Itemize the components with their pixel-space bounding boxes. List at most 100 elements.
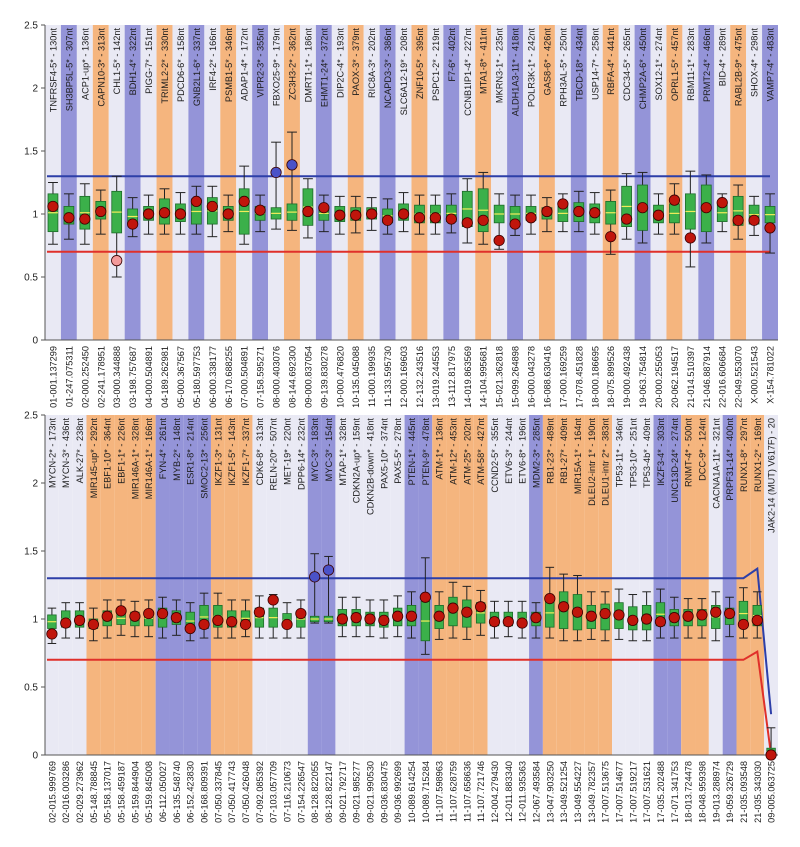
probe-band: [156, 25, 173, 340]
y-tick-label: 1.5: [24, 147, 38, 158]
probe-label: CCNB1IP1-4* - 227nt: [463, 28, 473, 116]
probe-label: RELN-20* - 507nt: [269, 418, 279, 491]
probe-label: PSMB1-5* - 346nt: [224, 28, 234, 102]
y-tick-label: 1.5: [24, 547, 38, 558]
ratio-dot: [212, 614, 224, 626]
ratio-dot: [525, 212, 537, 224]
probe-band: [515, 415, 530, 755]
position-label: 09-021.985277: [352, 761, 362, 823]
position-label: 13-112.817975: [447, 346, 457, 407]
y-tick-label: 2.5: [24, 411, 38, 422]
probe-label: RPH3AL-5* - 250nt: [558, 28, 568, 107]
position-label: 14-019.863569: [463, 346, 473, 408]
probe-label: RB1-27* - 409nt: [559, 418, 569, 484]
position-label: 17-007.531621: [642, 761, 652, 823]
position-label: 02-015.999769: [47, 761, 57, 823]
position-label: 09-021.990530: [366, 761, 376, 823]
position-label: 11-000.199935: [367, 346, 377, 407]
probe-band: [252, 415, 267, 755]
probe-label: MYCN-3* - 436nt: [61, 418, 71, 488]
probe-label: ATM-1* - 136nt: [435, 418, 445, 480]
probe-label: RIC8A-3* - 202nt: [367, 28, 377, 98]
probe-band: [473, 415, 488, 755]
probe-band: [730, 25, 747, 340]
ratio-dot: [544, 592, 556, 605]
ratio-dot: [413, 212, 426, 224]
probe-band: [432, 415, 447, 755]
probe-label: USP14-7* - 258nt: [590, 28, 600, 100]
position-label: 22-049.553070: [734, 346, 744, 408]
probe-band: [60, 25, 77, 340]
position-label: 19-063.754814: [638, 346, 648, 408]
probe-label: MKRN3-1* - 235nt: [495, 28, 505, 104]
position-label: 19-000.492438: [622, 346, 632, 408]
probe-band: [293, 415, 308, 755]
position-label: 06-112.050027: [158, 761, 168, 822]
chart-panel-1: 0 0.5 1 1.5 2 2.5 TNFRSF4-5* - 130nt SH3BP5L-5*…: [24, 21, 778, 408]
position-label: 10-000.476820: [335, 346, 345, 408]
probe-band: [92, 25, 109, 340]
ratio-dot: [429, 212, 442, 224]
probe-band: [315, 25, 332, 340]
ratio-dot: [696, 609, 708, 621]
ratio-dot: [267, 594, 279, 606]
ratio-dot: [156, 607, 169, 620]
ratio-dot: [493, 234, 505, 247]
probe-band: [266, 415, 281, 755]
ratio-dot: [170, 612, 182, 624]
position-label: 08-000.403076: [272, 346, 282, 408]
ratio-dot: [732, 214, 744, 226]
ratio-dot: [748, 214, 760, 226]
probe-label: ALK-27* - 238nt: [75, 418, 85, 484]
probe-band: [347, 25, 364, 340]
position-label: 11-107.721746: [476, 761, 486, 822]
probe-band: [529, 415, 543, 755]
position-label: 02-000.252450: [80, 346, 90, 408]
probe-label: ATM-12* - 453nt: [448, 418, 458, 485]
position-label: X-154.781022: [766, 346, 776, 404]
y-tick-label: 2.5: [24, 21, 38, 32]
probe-label: PRMT2-4* - 466nt: [702, 28, 712, 102]
position-label: 13-019.244553: [431, 346, 441, 408]
position-label: 16-088.630416: [542, 346, 552, 408]
position-label: 07-103.057709: [269, 761, 279, 823]
probe-band: [124, 25, 141, 340]
ratio-dot: [765, 749, 777, 761]
probe-label: CDKN2B-down* - 418nt: [366, 418, 376, 515]
probe-label: MET-19* - 220nt: [283, 418, 293, 485]
position-label: 11-107.598963: [435, 761, 445, 822]
ratio-dot: [142, 208, 155, 220]
probe-band: [172, 25, 189, 340]
position-label: 08-128.822147: [324, 761, 334, 823]
position-label: 09-036.830475: [379, 761, 389, 823]
ratio-dot: [573, 205, 585, 218]
ratio-dot: [95, 205, 107, 218]
probe-label: MIR15A-1* - 164nt: [573, 418, 583, 495]
probe-label: DLEU2-intr 1* - 190nt: [587, 418, 597, 506]
ratio-dot: [557, 198, 569, 210]
probe-label: ETV6-8* - 196nt: [518, 418, 528, 484]
ratio-dot: [295, 607, 307, 620]
ratio-dot: [716, 197, 728, 209]
position-label: 02-241.178951: [96, 346, 106, 408]
upper-threshold-line: [47, 566, 773, 715]
probe-label: ATM-58* - 427nt: [476, 418, 486, 485]
position-label: 02-016.003286: [61, 761, 71, 823]
position-label: 17-071.341753: [670, 761, 680, 823]
probe-band: [204, 25, 221, 340]
ratio-dot: [682, 610, 694, 622]
probe-label: POLR3K-1* - 242nt: [527, 28, 537, 108]
y-tick-label: 2: [32, 84, 38, 95]
ratio-dot: [115, 605, 127, 617]
position-label: 18-048.959398: [697, 761, 707, 823]
ratio-dot: [239, 618, 252, 631]
ratio-dot: [589, 207, 601, 219]
ratio-dot: [238, 195, 250, 207]
ratio-dot: [516, 617, 528, 629]
position-label: 13-049.521254: [559, 761, 569, 823]
ratio-dot: [751, 614, 763, 626]
position-label: 02-029.273962: [75, 761, 85, 823]
position-label: 10-089.614254: [407, 761, 417, 823]
